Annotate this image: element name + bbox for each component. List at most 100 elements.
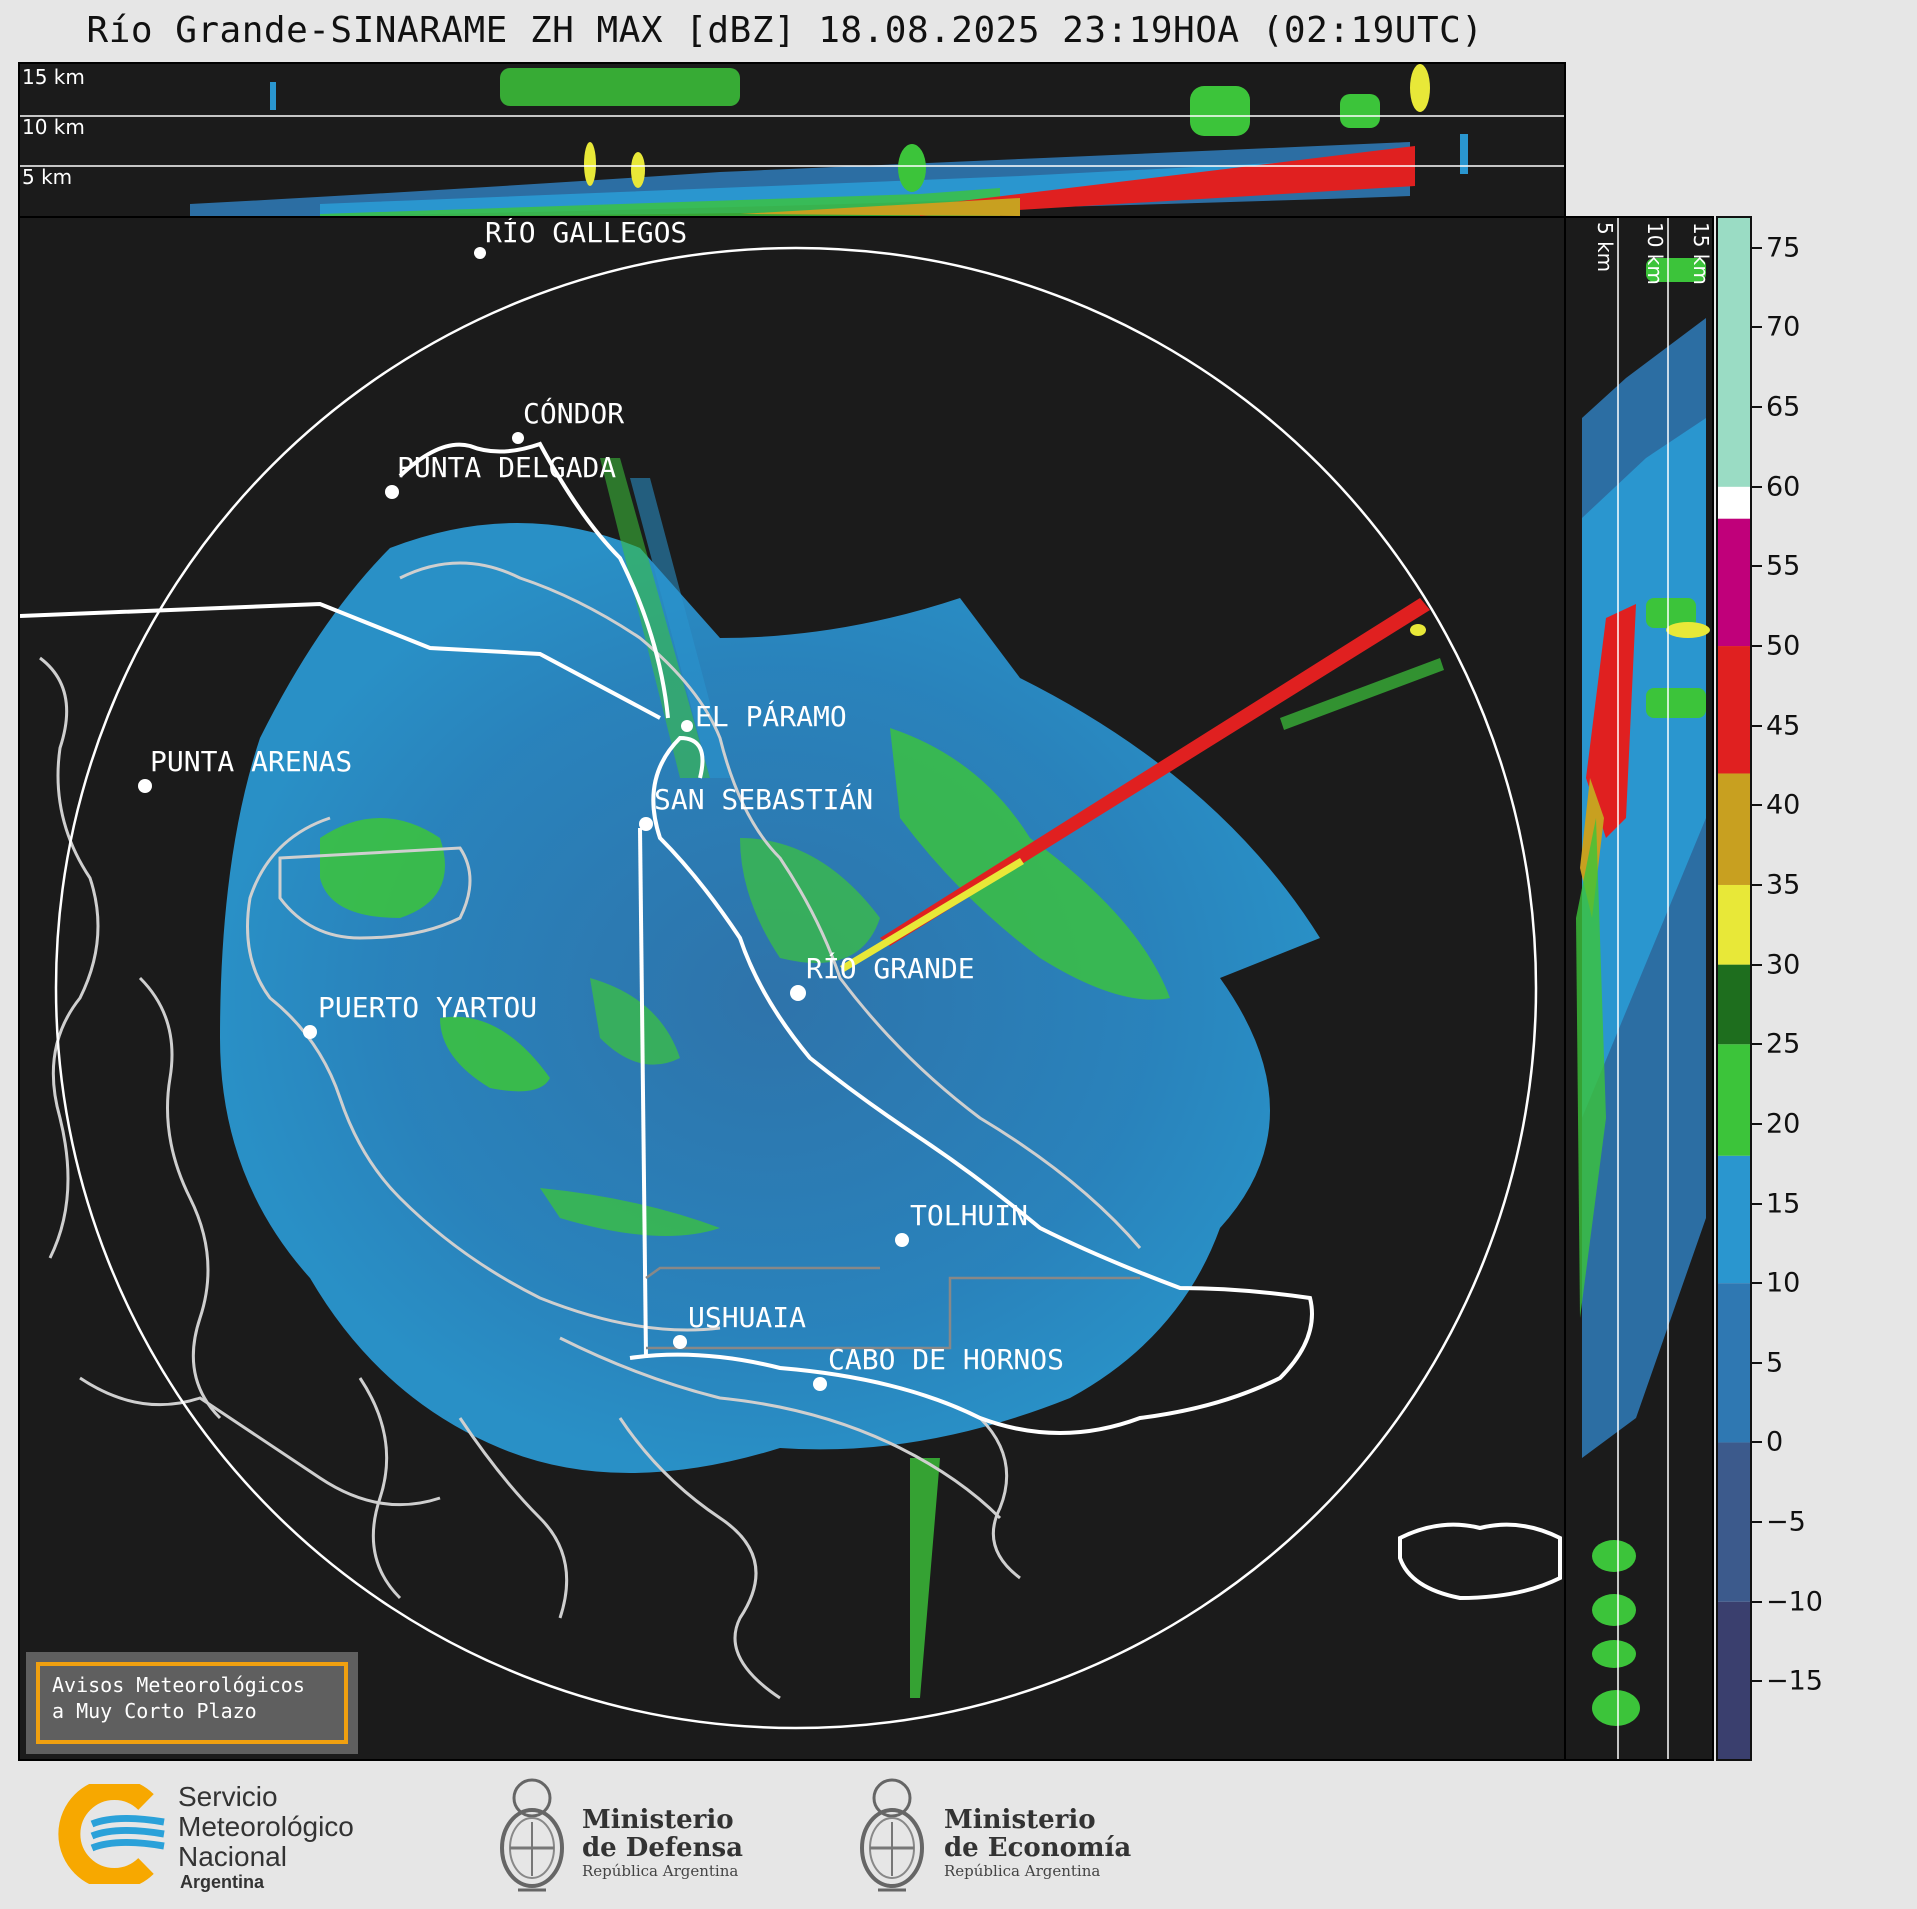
side-echo-cell bbox=[1646, 598, 1696, 628]
city-label-el-paramo: EL PÁRAMO bbox=[695, 699, 847, 733]
colorbar-tick bbox=[1752, 1282, 1762, 1285]
side-echo-cell bbox=[1646, 688, 1706, 718]
defensa-seal bbox=[494, 1772, 570, 1898]
top-echo-red-beam bbox=[920, 146, 1415, 216]
colorbar-tick-label: 10 bbox=[1766, 1267, 1801, 1299]
economia-line-2: de Economía bbox=[944, 1833, 1132, 1863]
colorbar-tick bbox=[1752, 1680, 1762, 1683]
colorbar-segment bbox=[1716, 884, 1752, 965]
echo-cell-yellow bbox=[1410, 624, 1426, 636]
city-label-rio-gallegos: RÍO GALLEGOS bbox=[485, 218, 687, 249]
colorbar-tick bbox=[1752, 406, 1762, 409]
top-echo-cell bbox=[270, 82, 276, 110]
altitude-label-5km: 5 km bbox=[1593, 222, 1617, 272]
echo-cell-green bbox=[740, 838, 880, 963]
altitude-label-10km: 10 km bbox=[22, 115, 85, 139]
colorbar-tick-label: 55 bbox=[1766, 550, 1801, 582]
side-echo-cell bbox=[1592, 1594, 1636, 1626]
colorbar-tick-label: 70 bbox=[1766, 311, 1801, 343]
smn-logo-icon bbox=[58, 1784, 165, 1884]
city-label-tolhuin: TOLHUIN bbox=[910, 1199, 1028, 1232]
colorbar-segment bbox=[1716, 1044, 1752, 1156]
city-label-punta-arenas: PUNTA ARENAS bbox=[150, 745, 352, 778]
echo-cell-green bbox=[320, 818, 445, 918]
colorbar-tick-label: 20 bbox=[1766, 1108, 1801, 1140]
colorbar-tick-label: 30 bbox=[1766, 949, 1801, 981]
chart-title: Río Grande-SINARAME ZH MAX [dBZ] 18.08.2… bbox=[86, 10, 1484, 51]
colorbar-tick bbox=[1752, 1202, 1762, 1205]
colorbar-tick bbox=[1752, 1600, 1762, 1603]
economia-line-1: Ministerio bbox=[944, 1805, 1096, 1835]
side-echo-cell bbox=[1666, 622, 1710, 638]
side-echo-cell bbox=[1646, 258, 1706, 282]
side-echo-red bbox=[1586, 604, 1636, 838]
defensa-country: República Argentina bbox=[582, 1862, 739, 1880]
colorbar-tick-label: 35 bbox=[1766, 869, 1801, 901]
smn-country: Argentina bbox=[180, 1872, 265, 1892]
top-echo-cell bbox=[584, 142, 596, 186]
top-echo-cell bbox=[1460, 134, 1468, 174]
colorbar-segment bbox=[1716, 646, 1752, 774]
city-label-puerto-yartou: PUERTO YARTOU bbox=[318, 991, 537, 1024]
colorbar-tick bbox=[1752, 1122, 1762, 1125]
radar-echo-field bbox=[220, 523, 1320, 1473]
city-label-rio-grande: RÍO GRANDE bbox=[806, 951, 975, 985]
city-dot-tolhuin bbox=[895, 1233, 909, 1247]
city-dot-el-paramo bbox=[681, 720, 693, 732]
alert-box[interactable]: Avisos Meteorológicos a Muy Corto Plazo bbox=[26, 1652, 358, 1754]
city-dot-san-sebastian bbox=[639, 817, 653, 831]
smn-logo-text: Servicio Meteorológico Nacional Argentin… bbox=[178, 1782, 354, 1893]
altitude-label-15km: 15 km bbox=[22, 65, 85, 89]
top-cross-section-panel: 15 km 10 km 5 km bbox=[18, 62, 1566, 218]
colorbar-segment bbox=[1716, 518, 1752, 647]
colorbar-tick bbox=[1752, 724, 1762, 727]
city-dot-rio-grande bbox=[790, 985, 806, 1001]
echo-beam-yellow bbox=[840, 858, 1024, 972]
echo-beam-green bbox=[1280, 658, 1444, 730]
colorbar-tick bbox=[1752, 485, 1762, 488]
city-label-cabo-de-hornos: CABO DE HORNOS bbox=[828, 1343, 1064, 1376]
coastlines bbox=[39, 561, 1142, 1700]
city-markers: RÍO GALLEGOS CÓNDOR PUNTA DELGADA EL PÁR… bbox=[138, 218, 1064, 1391]
defensa-logo-text: Ministerio de Defensa República Argentin… bbox=[582, 1806, 743, 1880]
colorbar-tick bbox=[1752, 883, 1762, 886]
colorbar-frame bbox=[1716, 216, 1752, 1761]
colorbar-tick-label: 75 bbox=[1766, 232, 1801, 264]
side-echo-cell bbox=[1592, 1540, 1636, 1572]
colorbar-tick-label: −15 bbox=[1766, 1665, 1823, 1697]
smn-line-3: Nacional bbox=[178, 1841, 287, 1872]
top-echo-cell bbox=[1190, 86, 1250, 136]
city-label-ushuaia: USHUAIA bbox=[688, 1301, 806, 1334]
coat-of-arms-icon bbox=[500, 1778, 564, 1892]
range-ring bbox=[54, 246, 1538, 1730]
colorbar-segment bbox=[1716, 1601, 1752, 1761]
side-echo-cell bbox=[1592, 1690, 1640, 1726]
colorbar-tick-label: 25 bbox=[1766, 1028, 1801, 1060]
top-echo-cell bbox=[898, 144, 926, 192]
colorbar-tick bbox=[1752, 1521, 1762, 1524]
economia-seal bbox=[854, 1772, 930, 1898]
colorbar-tick-label: 50 bbox=[1766, 630, 1801, 662]
city-dot-punta-arenas bbox=[138, 779, 152, 793]
colorbar-segment bbox=[1716, 1283, 1752, 1443]
colorbar-tick-label: 5 bbox=[1766, 1347, 1784, 1379]
city-label-san-sebastian: SAN SEBASTIÁN bbox=[654, 782, 873, 816]
echo-cell-green bbox=[440, 1016, 550, 1092]
echo-beam-red bbox=[880, 598, 1430, 946]
coat-of-arms-icon bbox=[860, 1778, 924, 1892]
city-label-condor: CÓNDOR bbox=[523, 396, 624, 430]
top-echo-cell bbox=[500, 68, 740, 106]
colorbar-tick bbox=[1752, 645, 1762, 648]
colorbar-tick bbox=[1752, 1361, 1762, 1364]
echo-cell-green bbox=[540, 1188, 720, 1236]
colorbar-tick-label: 15 bbox=[1766, 1188, 1801, 1220]
altitude-label-10km: 10 km bbox=[1643, 222, 1667, 285]
city-dot-puerto-yartou bbox=[303, 1025, 317, 1039]
city-dot-condor bbox=[512, 432, 524, 444]
city-dot-cabo-de-hornos bbox=[813, 1377, 827, 1391]
colorbar-tick bbox=[1752, 246, 1762, 249]
colorbar-tick bbox=[1752, 963, 1762, 966]
echo-cell-green bbox=[890, 728, 1170, 1000]
colorbar-tick-label: 40 bbox=[1766, 789, 1801, 821]
side-echo-cell bbox=[1592, 1640, 1636, 1668]
